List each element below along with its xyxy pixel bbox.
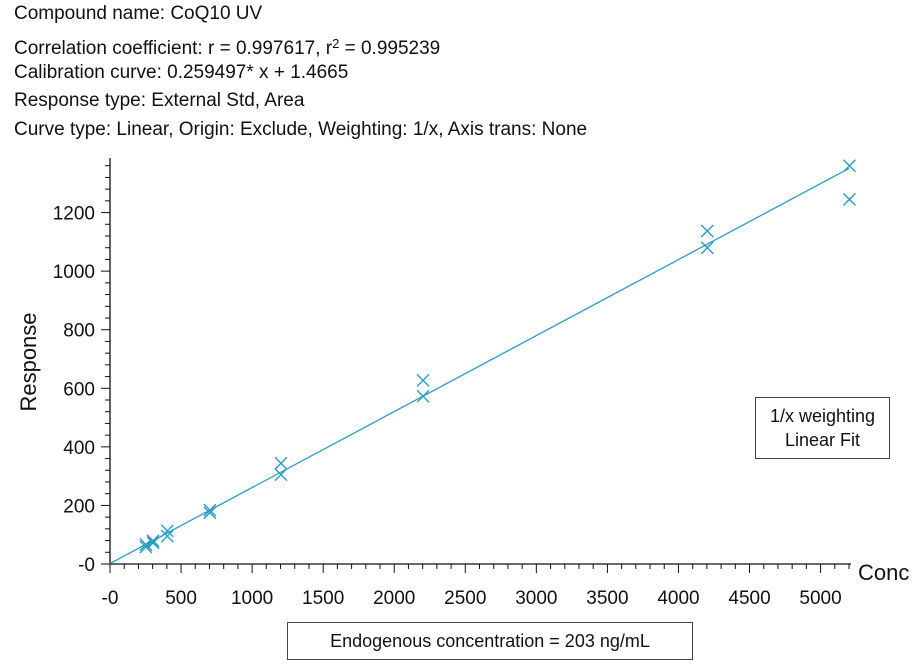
- data-point: [416, 389, 430, 403]
- points-layer: [139, 159, 856, 554]
- correlation-suffix: = 0.995239: [339, 38, 441, 59]
- data-point: [274, 456, 288, 470]
- response-type: Response type: External Std, Area: [14, 90, 305, 111]
- x-tick-label: 1500: [302, 588, 344, 609]
- y-tick-label: 600: [63, 379, 95, 400]
- calibration-curve: Calibration curve: 0.259497* x + 1.4665: [14, 62, 349, 83]
- x-tick-label: 4500: [728, 588, 770, 609]
- endogenous-concentration: Endogenous concentration = 203 ng/mL: [287, 622, 693, 660]
- data-point: [146, 534, 160, 548]
- x-tick-label: 5000: [799, 588, 841, 609]
- x-tick-label: 1000: [231, 588, 273, 609]
- data-point: [842, 192, 856, 206]
- fit-line: [109, 167, 850, 565]
- data-point: [700, 241, 714, 255]
- data-point: [160, 524, 174, 538]
- data-point: [146, 536, 160, 550]
- y-tick-label: 1200: [53, 204, 95, 225]
- legend-line-1: 1/x weighting: [769, 406, 876, 426]
- x-tick-label: 500: [165, 588, 197, 609]
- x-tick-label: 4000: [657, 588, 699, 609]
- x-tick-label: 2500: [444, 588, 486, 609]
- compound-name: Compound name: CoQ10 UV: [14, 3, 263, 24]
- y-tick-label: 1000: [53, 262, 95, 283]
- data-point: [416, 373, 430, 387]
- curve-type: Curve type: Linear, Origin: Exclude, Wei…: [14, 119, 588, 140]
- x-tick-label: 3500: [586, 588, 628, 609]
- data-point: [274, 468, 288, 482]
- data-point: [700, 224, 714, 238]
- x-tick-label: -0: [102, 588, 119, 609]
- fit-layer: [109, 167, 850, 565]
- axes: -0 500 1000 1500 2000 2500 3000 3500 4000 4500 500…: [53, 158, 851, 609]
- data-point: [160, 529, 174, 543]
- y-tick-label: 800: [63, 321, 95, 342]
- x-tick-label: 3000: [515, 588, 557, 609]
- data-point: [203, 506, 217, 520]
- data-point: [203, 503, 217, 517]
- r-squared-superscript: 2: [332, 36, 340, 51]
- y-tick-label: 200: [63, 496, 95, 517]
- data-point: [842, 159, 856, 173]
- correlation-prefix: Correlation coefficient: r = 0.997617, r: [14, 38, 333, 59]
- y-tick-label: -0: [78, 555, 95, 576]
- correlation-coefficient: Correlation coefficient: r = 0.997617, r…: [14, 33, 440, 60]
- x-axis-title: Conc: [858, 560, 909, 585]
- legend-line-2: Linear Fit: [784, 430, 861, 450]
- y-axis-title: Response: [16, 312, 41, 411]
- legend-box: 1/x weighting Linear Fit: [755, 397, 890, 459]
- x-tick-label: 2000: [373, 588, 415, 609]
- y-tick-label: 400: [63, 438, 95, 459]
